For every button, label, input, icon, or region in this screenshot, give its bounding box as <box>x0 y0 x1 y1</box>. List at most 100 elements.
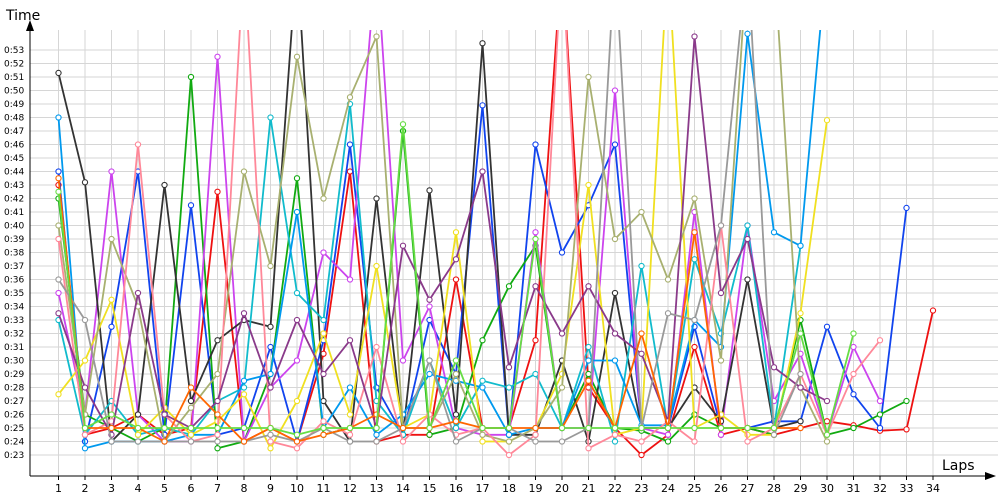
data-point <box>505 431 513 438</box>
data-point <box>293 175 301 182</box>
x-tick-label: 8 <box>241 482 248 495</box>
data-point <box>744 222 751 229</box>
data-point <box>267 262 274 270</box>
y-tick-label: 0:50 <box>4 87 24 97</box>
data-point <box>108 296 115 303</box>
data-point <box>267 114 274 121</box>
y-tick-label: 0:27 <box>4 397 24 407</box>
x-tick-label: 1 <box>55 482 62 495</box>
data-point <box>373 424 380 432</box>
data-point <box>479 337 486 344</box>
y-tick-label: 0:35 <box>4 289 24 299</box>
data-point <box>532 370 539 378</box>
data-point <box>505 438 513 445</box>
data-point <box>55 235 62 243</box>
data-point <box>823 431 831 438</box>
data-point <box>134 424 142 432</box>
data-point <box>373 343 380 351</box>
data-point <box>187 384 195 391</box>
data-point <box>320 431 327 438</box>
data-point <box>399 357 407 364</box>
data-point <box>664 431 672 438</box>
data-point <box>505 283 513 290</box>
data-point <box>611 289 619 297</box>
data-point <box>320 330 327 337</box>
data-point <box>55 114 62 121</box>
data-point <box>134 438 142 445</box>
data-point <box>664 310 672 317</box>
data-point <box>399 121 407 128</box>
data-point <box>161 438 168 445</box>
data-point <box>532 283 539 290</box>
data-point <box>611 431 619 438</box>
x-tick-label: 28 <box>767 482 781 495</box>
data-point <box>717 222 725 229</box>
data-point <box>585 424 592 432</box>
y-tick-label: 0:31 <box>4 343 24 353</box>
data-point <box>293 397 301 405</box>
data-point <box>850 330 857 337</box>
data-point <box>691 343 698 351</box>
data-point <box>876 337 884 344</box>
data-point <box>850 343 857 351</box>
x-tick-label: 31 <box>847 482 861 495</box>
data-point <box>134 411 142 418</box>
x-tick-label: 26 <box>714 482 728 495</box>
y-tick-label: 0:32 <box>4 330 24 340</box>
data-point <box>452 438 460 445</box>
data-point <box>717 431 725 438</box>
data-point <box>55 69 62 77</box>
data-point <box>267 445 274 452</box>
data-point <box>346 276 354 283</box>
x-tick-label: 23 <box>635 482 649 495</box>
series-line <box>57 30 822 450</box>
data-point <box>108 438 115 445</box>
data-point <box>691 256 698 263</box>
data-point <box>744 235 751 243</box>
data-point <box>558 330 566 337</box>
y-tick-label: 0:49 <box>4 100 24 110</box>
data-point <box>134 289 142 297</box>
data-point <box>320 418 327 425</box>
y-axis-arrow <box>26 20 34 31</box>
data-point <box>293 53 301 60</box>
data-point <box>320 195 327 202</box>
y-tick-label: 0:53 <box>4 46 24 56</box>
data-point <box>479 40 486 47</box>
y-tick-label: 0:39 <box>4 235 24 245</box>
data-point <box>240 424 248 432</box>
data-point <box>187 202 195 209</box>
data-point <box>240 168 248 175</box>
data-point <box>452 411 460 418</box>
data-point <box>267 431 274 438</box>
data-point <box>452 229 460 236</box>
data-point <box>638 424 645 432</box>
data-point <box>876 411 884 418</box>
x-tick-label: 14 <box>396 482 410 495</box>
data-point <box>240 310 248 317</box>
data-point <box>55 391 62 398</box>
y-tick-label: 0:34 <box>4 303 24 313</box>
data-point <box>638 438 645 445</box>
x-tick-label: 25 <box>688 482 702 495</box>
data-point <box>479 438 486 445</box>
data-point <box>532 337 539 344</box>
data-point <box>585 73 592 81</box>
data-point <box>505 451 513 459</box>
x-tick-label: 27 <box>741 482 755 495</box>
data-point <box>691 195 698 202</box>
data-point <box>55 310 62 317</box>
data-point <box>611 438 619 445</box>
data-point <box>320 397 327 405</box>
data-point <box>293 445 301 452</box>
data-point <box>81 424 89 432</box>
data-point <box>638 330 645 337</box>
y-tick-label: 0:46 <box>4 141 24 151</box>
data-point <box>797 424 804 432</box>
data-point <box>267 384 274 391</box>
y-tick-label: 0:29 <box>4 370 24 380</box>
data-point <box>876 397 884 405</box>
data-point <box>214 431 221 438</box>
data-point <box>850 391 857 398</box>
data-point <box>585 343 592 351</box>
